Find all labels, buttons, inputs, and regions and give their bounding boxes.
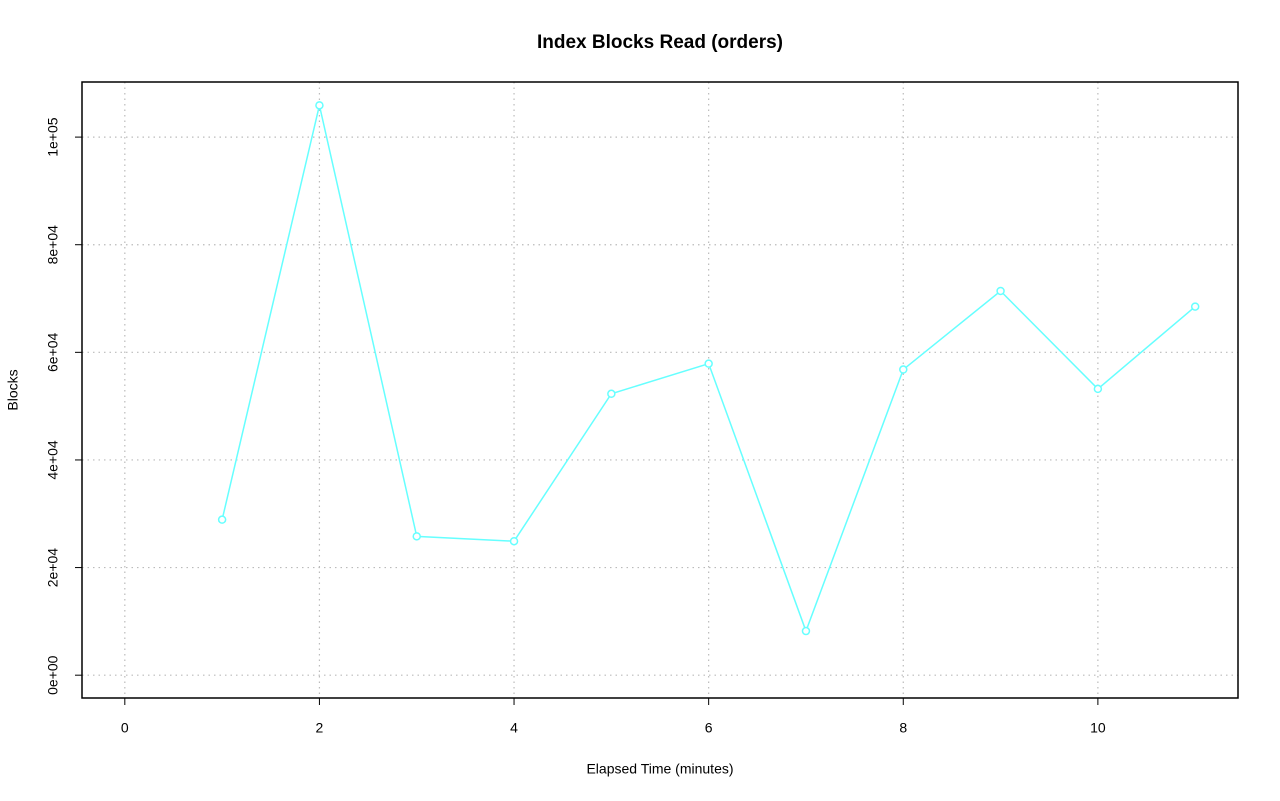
data-point [704, 359, 713, 368]
data-point [1190, 302, 1200, 311]
x-axis-label: Elapsed Time (minutes) [586, 761, 733, 777]
data-point [412, 532, 421, 541]
data-point [996, 286, 1005, 296]
y-tick-label: 2e+04 [45, 548, 61, 588]
plot-frame [81, 81, 1239, 699]
y-tick-label: 1e+05 [45, 117, 61, 157]
x-tick-label: 4 [510, 720, 518, 736]
y-tick-label: 0e+00 [45, 655, 61, 695]
x-tick-label: 0 [121, 720, 129, 736]
chart-title: Index Blocks Read (orders) [537, 32, 783, 53]
data-point [607, 389, 616, 399]
x-tick-label: 8 [899, 720, 907, 736]
y-tick-label: 6e+04 [45, 332, 61, 372]
x-tick-label: 10 [1090, 720, 1106, 736]
data-point [1093, 384, 1103, 394]
data-point [899, 365, 908, 374]
data-point [509, 536, 519, 546]
data-point [315, 101, 324, 110]
data-point [217, 515, 227, 524]
x-tick-label: 2 [316, 720, 324, 736]
data-point [801, 626, 811, 636]
x-tick-label: 6 [705, 720, 713, 736]
y-axis-label: Blocks [5, 369, 21, 410]
y-tick-label: 4e+04 [45, 440, 61, 480]
y-tick-label: 8e+04 [45, 225, 61, 265]
